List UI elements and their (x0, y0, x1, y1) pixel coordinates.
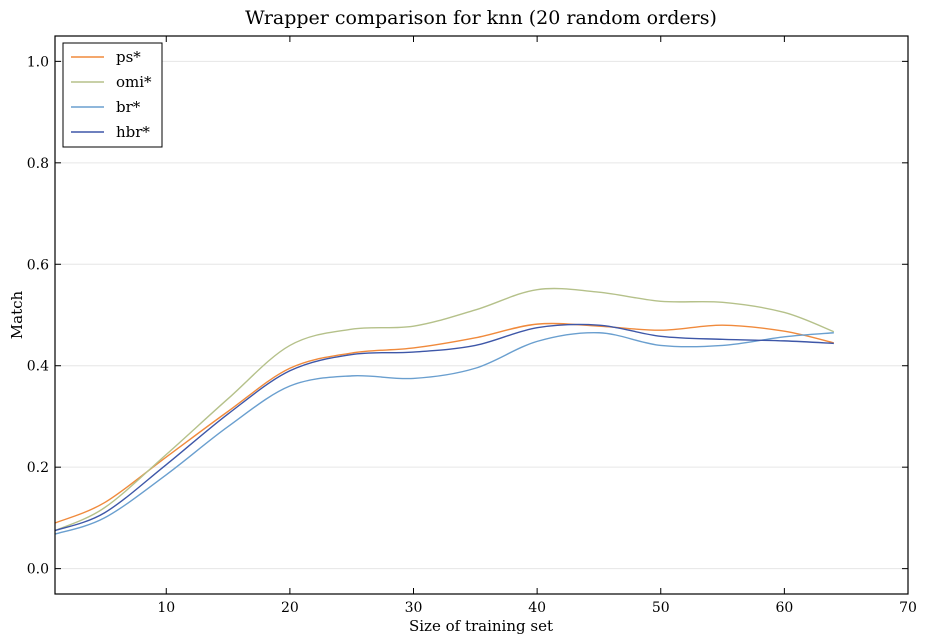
legend-items: ps* omi* br* hbr* (71, 48, 152, 141)
y-tick-label: 0.4 (27, 359, 49, 375)
x-tick-label: 10 (157, 600, 175, 616)
y-tick-label: 0.6 (27, 257, 49, 273)
x-tick-label: 20 (281, 600, 299, 616)
x-tick-label: 70 (899, 600, 917, 616)
plot-frame (54, 35, 909, 595)
y-tick-label: 1.0 (27, 54, 49, 70)
series-line-br (54, 331, 834, 535)
x-tick-label: 30 (405, 600, 423, 616)
tick-layer: 0.0 0.2 0.4 0.6 0.8 1.0 10 20 30 40 50 60 70 (27, 36, 917, 616)
y-tick-label: 0.8 (27, 156, 49, 172)
series-line-ps (54, 322, 834, 524)
chart-title: Wrapper comparison for knn (20 random or… (245, 7, 717, 29)
y-tick-label: 0.2 (27, 460, 49, 476)
y-axis-label: Match (8, 290, 26, 339)
legend: ps* omi* br* hbr* (62, 42, 163, 148)
grid-layer (55, 60, 908, 570)
x-tick-label: 40 (528, 600, 546, 616)
y-tick-label: 0.0 (27, 562, 49, 578)
legend-box (62, 42, 163, 148)
x-axis-label: Size of training set (409, 617, 553, 635)
x-tick-label: 60 (775, 600, 793, 616)
legend-label: omi* (116, 73, 152, 91)
series-line-omi (54, 287, 835, 532)
legend-label: br* (116, 98, 141, 116)
x-tick-label: 50 (652, 600, 670, 616)
series-line-hbr (54, 323, 834, 532)
legend-label: hbr* (116, 123, 150, 141)
series-layer (54, 287, 835, 535)
legend-label: ps* (116, 48, 141, 66)
